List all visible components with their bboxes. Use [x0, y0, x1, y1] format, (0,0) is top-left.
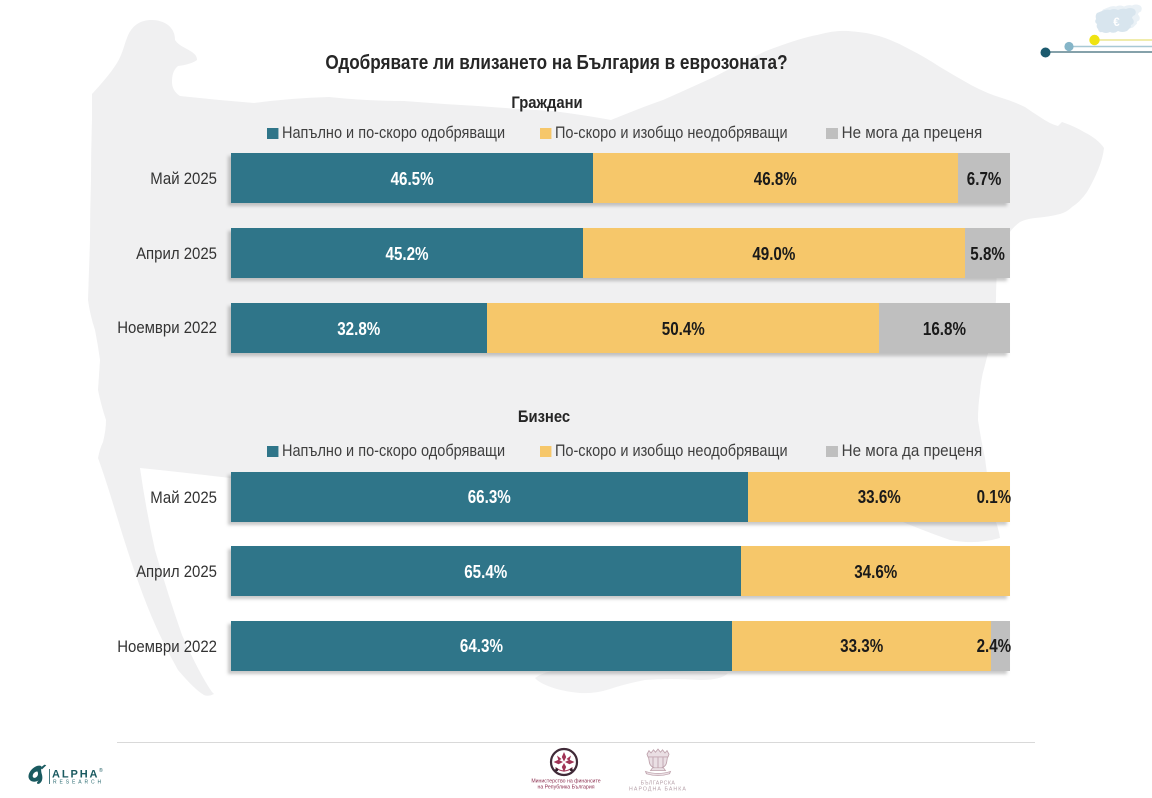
svg-text:БЪЛГАРСКА: БЪЛГАРСКА: [641, 780, 676, 786]
svg-text:на Република България: на Република България: [537, 785, 594, 791]
svg-text:НАРОДНА БАНКА: НАРОДНА БАНКА: [629, 786, 687, 792]
svg-text:RESEARCH: RESEARCH: [53, 779, 104, 785]
svg-text:®: ®: [99, 767, 103, 774]
svg-text:€: €: [1113, 17, 1120, 29]
svg-text:Министерство на финансите: Министерство на финансите: [531, 779, 600, 785]
svg-text:ALPHA: ALPHA: [52, 769, 99, 781]
